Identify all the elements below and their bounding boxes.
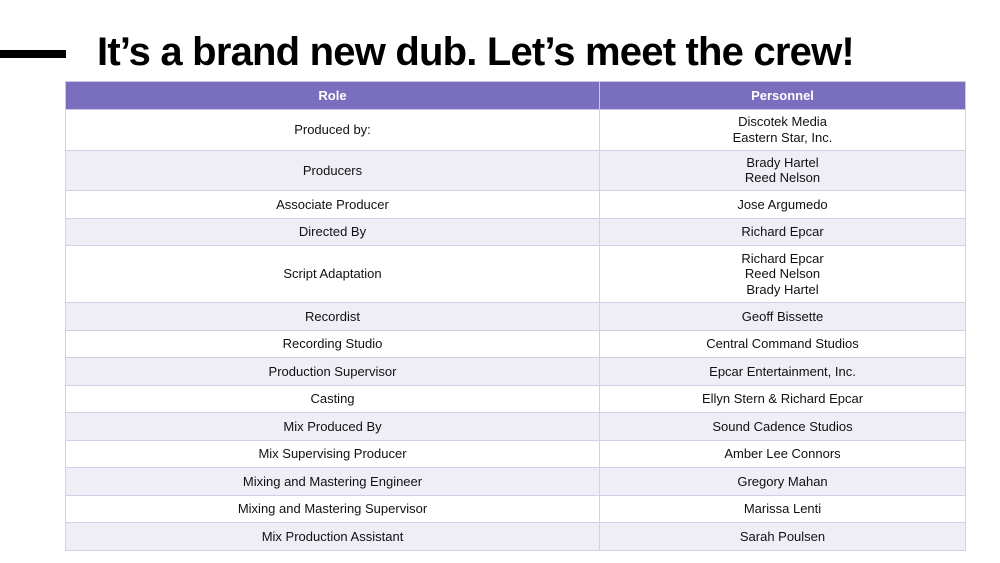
personnel-cell: Marissa Lenti xyxy=(599,494,966,523)
table-row: Mix Produced By Sound Cadence Studios xyxy=(65,412,966,441)
personnel-cell: Richard Epcar Reed Nelson Brady Hartel xyxy=(599,245,966,303)
role-cell: Producers xyxy=(65,149,600,191)
title-accent-bar xyxy=(0,50,66,58)
personnel-cell: Sound Cadence Studios xyxy=(599,412,966,441)
personnel-cell: Epcar Entertainment, Inc. xyxy=(599,357,966,386)
personnel-name: Richard Epcar xyxy=(741,250,824,266)
table-row: Production Supervisor Epcar Entertainment… xyxy=(65,357,966,386)
role-cell: Casting xyxy=(65,384,600,413)
personnel-name: Marissa Lenti xyxy=(743,501,822,516)
role-cell: Mix Produced By xyxy=(65,412,600,441)
personnel-name: Jose Argumedo xyxy=(737,196,828,212)
table-row: Mixing and Mastering Supervisor Marissa L… xyxy=(65,494,966,523)
personnel-name: Brady Hartel xyxy=(746,154,819,170)
personnel-cell: Discotek Media Eastern Star, Inc. xyxy=(599,109,966,151)
table-row: Mix Production Assistant Sarah Poulsen xyxy=(65,522,966,551)
table-header-row: Role Personnel xyxy=(65,81,966,110)
role-cell: Recording Studio xyxy=(65,329,600,358)
table-row: Recordist Geoff Bissette xyxy=(65,302,966,331)
personnel-cell: Gregory Mahan xyxy=(599,467,966,496)
personnel-cell: Central Command Studios xyxy=(599,329,966,358)
personnel-cell: Jose Argumedo xyxy=(599,190,966,219)
role-cell: Mixing and Mastering Supervisor xyxy=(65,494,600,523)
table-row: Mixing and Mastering Engineer Gregory Mah… xyxy=(65,467,966,496)
role-cell: Mixing and Mastering Engineer xyxy=(65,467,600,496)
role-cell: Directed By xyxy=(65,217,600,246)
table-row: Associate Producer Jose Argumedo xyxy=(65,190,966,219)
table-row: Producers Brady Hartel Reed Nelson xyxy=(65,149,966,191)
table-body: Produced by: Discotek Media Eastern Star, … xyxy=(65,109,966,551)
table-row: Mix Supervising Producer Amber Lee Connor… xyxy=(65,439,966,468)
personnel-name: Brady Hartel xyxy=(746,281,819,297)
personnel-name: Gregory Mahan xyxy=(737,473,828,489)
role-cell: Script Adaptation xyxy=(65,245,600,303)
personnel-name: Eastern Star, Inc. xyxy=(732,129,833,145)
table-row: Casting Ellyn Stern & Richard Epcar xyxy=(65,384,966,413)
personnel-name: Reed Nelson xyxy=(744,170,821,186)
column-header-personnel: Personnel xyxy=(599,81,966,110)
personnel-name: Richard Epcar xyxy=(741,224,824,239)
personnel-name: Sarah Poulsen xyxy=(739,528,826,544)
personnel-name: Epcar Entertainment, Inc. xyxy=(709,363,856,379)
personnel-cell: Richard Epcar xyxy=(599,217,966,246)
slide-title: It’s a brand new dub. Let’s meet the cre… xyxy=(97,30,855,74)
personnel-cell: Brady Hartel Reed Nelson xyxy=(599,149,966,191)
role-cell: Production Supervisor xyxy=(65,357,600,386)
personnel-name: Reed Nelson xyxy=(744,266,821,282)
personnel-name: Central Command Studios xyxy=(706,336,859,351)
table-row: Produced by: Discotek Media Eastern Star, … xyxy=(65,109,966,151)
personnel-name: Geoff Bissette xyxy=(741,308,824,324)
personnel-name: Ellyn Stern & Richard Epcar xyxy=(701,391,864,406)
role-cell: Associate Producer xyxy=(65,190,600,219)
table-row: Directed By Richard Epcar xyxy=(65,217,966,246)
table-row: Recording Studio Central Command Studios xyxy=(65,329,966,358)
personnel-name: Discotek Media xyxy=(738,114,827,130)
personnel-name: Sound Cadence Studios xyxy=(712,418,853,434)
column-header-role: Role xyxy=(65,81,600,110)
role-cell: Recordist xyxy=(65,302,600,331)
personnel-cell: Amber Lee Connors xyxy=(599,439,966,468)
personnel-cell: Sarah Poulsen xyxy=(599,522,966,551)
table-row: Script Adaptation Richard Epcar Reed Nelso… xyxy=(65,245,966,303)
role-cell: Mix Supervising Producer xyxy=(65,439,600,468)
personnel-cell: Ellyn Stern & Richard Epcar xyxy=(599,384,966,413)
personnel-cell: Geoff Bissette xyxy=(599,302,966,331)
personnel-name: Amber Lee Connors xyxy=(724,446,841,461)
role-cell: Mix Production Assistant xyxy=(65,522,600,551)
crew-table: Role Personnel Produced by: Discotek Medi… xyxy=(65,81,966,551)
role-cell: Produced by: xyxy=(65,109,600,151)
